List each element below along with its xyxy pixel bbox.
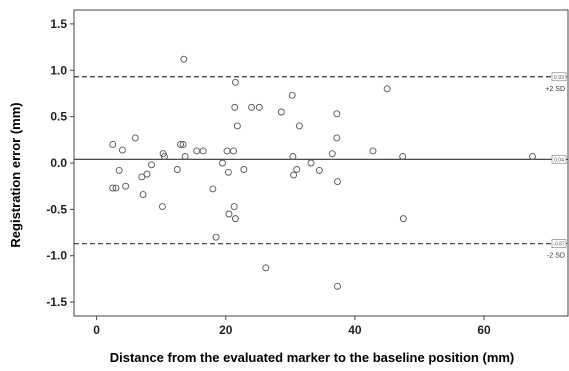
reference-value-box [551,154,567,164]
data-point [399,215,407,223]
data-point [138,173,146,181]
x-tick-label: 60 [477,323,491,337]
data-point [399,153,407,160]
data-point [289,153,297,160]
data-point [262,264,270,272]
data-point [173,166,181,173]
data-point [115,166,123,174]
reference-value-box [551,72,567,82]
data-point [122,182,130,190]
data-point [248,103,256,111]
data-point [295,122,303,130]
data-point [230,203,238,211]
data-point [112,184,120,192]
data-point [131,134,139,142]
y-tick-label: 1.5 [50,17,67,31]
data-point [529,153,536,160]
data-point [383,85,391,93]
data-point [193,147,201,155]
y-tick-label: 0.5 [50,110,67,124]
data-point [143,170,151,178]
data-point [231,215,239,223]
data-point [315,166,323,174]
data-point [224,168,232,176]
x-tick-label: 20 [219,323,233,337]
data-point [109,141,117,148]
reference-value-label: -0.87 [553,242,565,248]
data-points [109,55,536,290]
y-tick-label: -0.5 [46,202,67,216]
y-tick-label: 1.0 [50,63,67,77]
y-tick-label: 0.0 [50,156,67,170]
reference-value-label: 0.93 [554,75,564,81]
y-axis-title: Registration error (mm) [8,102,23,247]
data-point [231,103,239,111]
data-point [231,78,239,86]
data-point [159,203,166,211]
y-tick-label: -1.5 [46,295,67,309]
data-point [212,233,220,241]
data-point [333,134,341,142]
data-point [233,122,241,130]
data-point [240,166,248,173]
plot-area [73,9,569,317]
data-point [369,147,377,155]
data-point [109,184,117,192]
data-point [148,161,155,169]
data-point [334,282,341,290]
data-point [118,146,126,154]
y-axis-ticks: 1.5 1.0 0.5 0.0 -0.5 -1.0 -1.5 [46,17,74,309]
data-point [230,147,237,155]
data-point [199,147,207,155]
data-point [223,147,231,155]
x-tick-label: 40 [348,323,362,337]
data-point [334,178,341,185]
reference-sd-label: -2 SD [547,253,565,260]
x-tick-label: 0 [93,323,100,337]
reference-lines: 0.93 +2 SD 0.04 -0.87 -2 SD [74,72,568,260]
data-point [181,153,189,160]
x-axis-ticks: 0 20 40 60 [93,316,491,337]
data-point [290,171,298,179]
data-point [293,166,301,173]
data-point [307,159,315,167]
data-point [328,150,336,158]
plot-frame [73,9,569,317]
reference-value-label: 0.04 [554,157,564,163]
data-point [255,103,263,111]
y-tick-label: -1.0 [46,249,67,263]
data-point [333,110,341,118]
data-point [160,153,168,160]
data-point [139,191,147,198]
reference-value-box [551,239,567,248]
reference-sd-label: +2 SD [545,86,565,93]
data-point [179,141,187,148]
data-point [180,55,188,63]
data-point [177,141,184,148]
data-point [288,91,296,99]
data-point [219,159,226,167]
data-point [225,210,233,218]
data-point [277,108,285,116]
data-point [209,185,217,193]
x-axis-title: Distance from the evaluated marker to th… [110,350,515,365]
